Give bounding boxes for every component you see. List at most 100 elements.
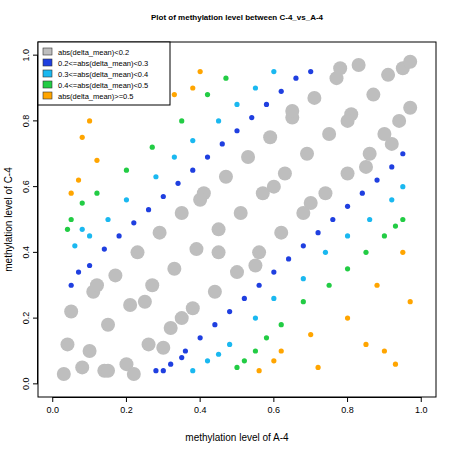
- point: [94, 191, 99, 196]
- point: [242, 358, 247, 363]
- y-tick: [33, 55, 38, 56]
- point: [116, 233, 121, 238]
- point: [227, 309, 232, 314]
- legend-label: 0.4<=abs(delta_mean)<0.5: [58, 81, 148, 90]
- point: [286, 256, 291, 261]
- point: [322, 127, 336, 141]
- point: [101, 364, 115, 378]
- point: [367, 217, 372, 222]
- point: [189, 242, 203, 256]
- y-tick: [33, 186, 38, 187]
- point: [366, 88, 380, 102]
- point: [172, 154, 177, 159]
- point: [253, 348, 258, 353]
- y-tick: [33, 318, 38, 319]
- point: [80, 135, 85, 140]
- point: [87, 118, 92, 123]
- point: [301, 243, 306, 248]
- point: [374, 177, 379, 182]
- point: [156, 341, 170, 355]
- point: [146, 207, 151, 212]
- point: [212, 245, 226, 259]
- point: [153, 226, 167, 240]
- point: [80, 200, 85, 205]
- point: [333, 61, 347, 75]
- point: [223, 76, 228, 81]
- x-tick: [200, 397, 201, 402]
- point: [138, 295, 152, 309]
- x-tick-label: 1.0: [415, 405, 428, 415]
- point: [315, 365, 320, 370]
- point: [359, 160, 373, 174]
- x-tick-label: 0.2: [120, 405, 133, 415]
- point: [301, 276, 306, 281]
- point: [403, 101, 417, 115]
- point: [341, 114, 355, 128]
- point: [164, 321, 178, 335]
- point: [263, 130, 277, 144]
- x-tick: [126, 397, 127, 402]
- plot-frame: [38, 42, 436, 397]
- point: [186, 301, 200, 315]
- point: [72, 243, 77, 248]
- point: [172, 92, 177, 97]
- point: [102, 246, 107, 251]
- point: [69, 217, 74, 222]
- background: [0, 0, 456, 456]
- point: [142, 337, 156, 351]
- point: [69, 283, 74, 288]
- point: [400, 217, 405, 222]
- point: [193, 193, 207, 207]
- point: [327, 283, 332, 288]
- legend-swatch: [43, 59, 52, 66]
- point: [341, 166, 355, 180]
- point: [393, 223, 398, 228]
- point: [230, 265, 244, 279]
- point: [400, 151, 405, 156]
- point: [57, 367, 71, 381]
- point: [220, 141, 225, 146]
- point: [64, 305, 78, 319]
- point: [234, 206, 248, 220]
- point: [385, 137, 399, 151]
- point: [60, 337, 74, 351]
- point: [124, 168, 129, 173]
- chart: Plot of methylation level between C-4_vs…: [0, 0, 456, 456]
- legend-swatch: [43, 92, 52, 99]
- point: [190, 168, 195, 173]
- point: [248, 259, 262, 273]
- point: [90, 278, 104, 292]
- point: [234, 102, 239, 107]
- point: [205, 92, 210, 97]
- point: [198, 69, 203, 74]
- point: [249, 115, 254, 120]
- point: [208, 285, 222, 299]
- point: [87, 263, 92, 268]
- point: [308, 332, 313, 337]
- point: [363, 250, 368, 255]
- point: [179, 355, 184, 360]
- point: [150, 145, 155, 150]
- point: [253, 85, 258, 90]
- point: [105, 217, 110, 222]
- point: [212, 222, 226, 236]
- point: [252, 245, 266, 259]
- point: [190, 85, 195, 90]
- x-tick: [421, 397, 422, 402]
- point: [175, 181, 180, 186]
- point: [75, 360, 89, 374]
- point: [161, 194, 166, 199]
- point: [264, 335, 269, 340]
- point: [205, 358, 210, 363]
- point: [175, 311, 189, 325]
- point: [271, 269, 276, 274]
- point: [382, 233, 387, 238]
- point: [301, 299, 306, 304]
- point: [323, 250, 328, 255]
- point: [389, 197, 394, 202]
- x-tick-label: 0.6: [268, 405, 281, 415]
- y-axis-label: methylation level of C-4: [3, 167, 14, 272]
- point: [381, 68, 395, 82]
- x-axis: [53, 397, 422, 398]
- point: [80, 227, 85, 232]
